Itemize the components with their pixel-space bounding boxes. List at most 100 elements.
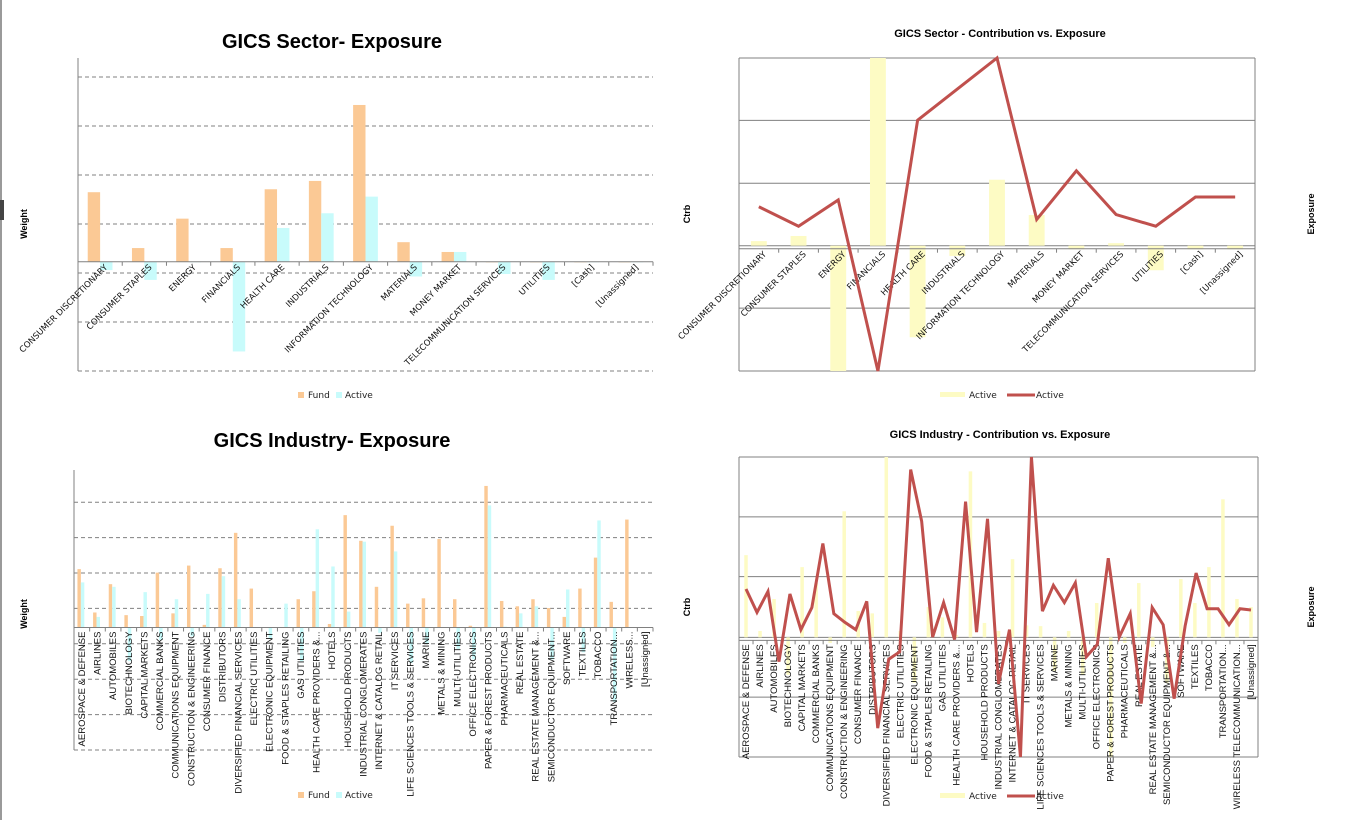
category-label: REAL ESTATE MANAGEMENT &... — [1148, 644, 1159, 794]
industry-exposure-title: GICS Industry- Exposure — [214, 430, 451, 452]
active-bar — [96, 616, 100, 628]
fund-bar — [484, 485, 488, 628]
category-label: AEROSPACE & DEFENSE — [741, 644, 752, 759]
industry-exposure-chart: GICS Industry- Exposure Weight AEROSPACE… — [19, 430, 654, 801]
category-label: CAPITAL MARKETS — [797, 644, 808, 731]
category-label: UTILITIES — [517, 263, 552, 298]
category-label: HEALTH CARE — [239, 263, 287, 311]
active-bar — [127, 627, 132, 662]
fund-bar — [264, 189, 278, 262]
ctrb-bar — [1108, 243, 1125, 246]
category-label: ELECTRIC UTILITIES — [895, 644, 906, 738]
legend-active-swatch — [336, 792, 342, 798]
ctrb-bar — [1147, 245, 1164, 271]
fund-bar — [546, 608, 551, 628]
ctrb-bar — [814, 583, 818, 638]
category-label: PAPER & FOREST PRODUCTS — [484, 632, 495, 769]
ctrb-bar — [1108, 637, 1113, 757]
ctrb-bar — [790, 235, 807, 246]
ctrb-bar — [926, 607, 931, 638]
active-bar — [277, 227, 290, 262]
ctrb-bar — [1028, 215, 1045, 246]
category-label: LIFE SCIENCES TOOLS & SERVICES — [1036, 644, 1047, 809]
active-bar — [534, 606, 539, 628]
category-label: AIRLINES — [755, 644, 766, 687]
fund-bar — [308, 180, 322, 262]
ctrb-bar — [744, 555, 748, 638]
category-label: TELECOMMUNICATION SERVICES — [402, 263, 508, 369]
ctrb-bar — [884, 457, 889, 638]
fund-bar — [593, 557, 598, 628]
fund-bar — [531, 599, 535, 628]
category-label: LIFE SCIENCES TOOLS & SERVICES — [405, 632, 416, 797]
legend-active-label: Active — [345, 391, 373, 401]
ctrb-bar — [1165, 637, 1169, 683]
sector-contribution-ylabel: Ctrb — [682, 204, 692, 223]
category-label: GAS UTILITIES — [296, 632, 307, 699]
category-label: TRANSPORTATION... — [1218, 644, 1229, 738]
ctrb-bar — [1193, 603, 1197, 638]
category-label: SEMICONDUCTOR EQUIPMENT &... — [1162, 644, 1173, 805]
category-label: [Unassigned] — [1199, 250, 1246, 297]
fund-bar — [218, 568, 222, 628]
sector-contribution-line — [758, 55, 1236, 372]
ctrb-bar — [1137, 583, 1141, 638]
category-label: DISTRIBUTORS — [218, 632, 229, 703]
active-bar — [346, 611, 351, 628]
fund-bar — [406, 603, 410, 628]
category-label: [Cash] — [570, 263, 597, 290]
legend-ctrb-label: Active — [969, 792, 997, 802]
fund-bar — [421, 598, 426, 628]
ctrb-bar — [750, 241, 767, 246]
category-label: TEXTILES — [1190, 644, 1201, 689]
ctrb-bar — [1038, 626, 1043, 638]
category-label: INTERNET & CATALOG RETAIL — [374, 632, 385, 770]
category-label: AUTOMOBILES — [108, 632, 119, 700]
ctrb-bar — [982, 622, 987, 638]
category-label: MATERIALS — [1006, 250, 1047, 291]
active-bar — [487, 505, 492, 628]
active-bar — [362, 541, 367, 628]
category-label: PHARMACEUTICALS — [1120, 644, 1131, 738]
active-bar — [80, 582, 85, 628]
fund-bar — [359, 540, 363, 628]
category-label: COMMERCIAL BANKS — [811, 644, 822, 743]
category-label: GAS UTILITIES — [937, 644, 948, 711]
fund-bar — [220, 248, 233, 262]
active-bar — [232, 261, 246, 352]
category-label: ELECTRIC UTILITIES — [249, 632, 260, 726]
category-label: HEALTH CARE PROVIDERS &... — [312, 632, 323, 773]
industry-contribution-title: GICS Industry - Contribution vs. Exposur… — [890, 429, 1111, 441]
category-label: INDUSTRIAL CONGLOMERATES — [359, 632, 370, 777]
ctrb-bar — [830, 245, 847, 371]
category-label: ELECTRONIC EQUIPMENT — [265, 631, 276, 752]
fund-bar — [625, 519, 629, 628]
category-label: DIVERSIFIED FINANCIAL SERVICES — [233, 632, 244, 794]
category-label: MULTI-UTILITIES — [452, 632, 463, 707]
category-label: COMMERCIAL BANKS — [155, 632, 166, 731]
category-label: HOUSEHOLD PRODUCTS — [343, 632, 354, 748]
fund-bar — [327, 623, 332, 628]
active-bar — [159, 627, 163, 640]
category-label: MATERIALS — [379, 263, 420, 304]
active-bar — [453, 251, 467, 262]
ctrb-bar — [1179, 579, 1183, 638]
active-bar — [378, 627, 382, 633]
category-label: INDUSTRIALS — [284, 263, 331, 310]
industry-contribution-legend: Active Active — [940, 792, 1064, 802]
active-bar — [112, 586, 116, 628]
active-bar — [299, 627, 304, 662]
active-bar — [409, 627, 413, 663]
fund-bar — [108, 584, 113, 628]
category-label: BIOTECHNOLOGY — [124, 631, 135, 715]
category-label: COMMUNICATIONS EQUIPMENT — [171, 631, 182, 778]
active-bar — [268, 627, 273, 640]
legend-exposure-label: Active — [1036, 792, 1064, 802]
category-label: CONSTRUCTION & ENGINEERING — [839, 644, 850, 799]
left-border-tick — [0, 200, 4, 220]
category-label: MULTI-UTILITIES — [1078, 644, 1089, 719]
active-bar — [612, 627, 617, 702]
legend-active-swatch — [336, 392, 342, 398]
legend-active-label: Active — [345, 791, 373, 801]
